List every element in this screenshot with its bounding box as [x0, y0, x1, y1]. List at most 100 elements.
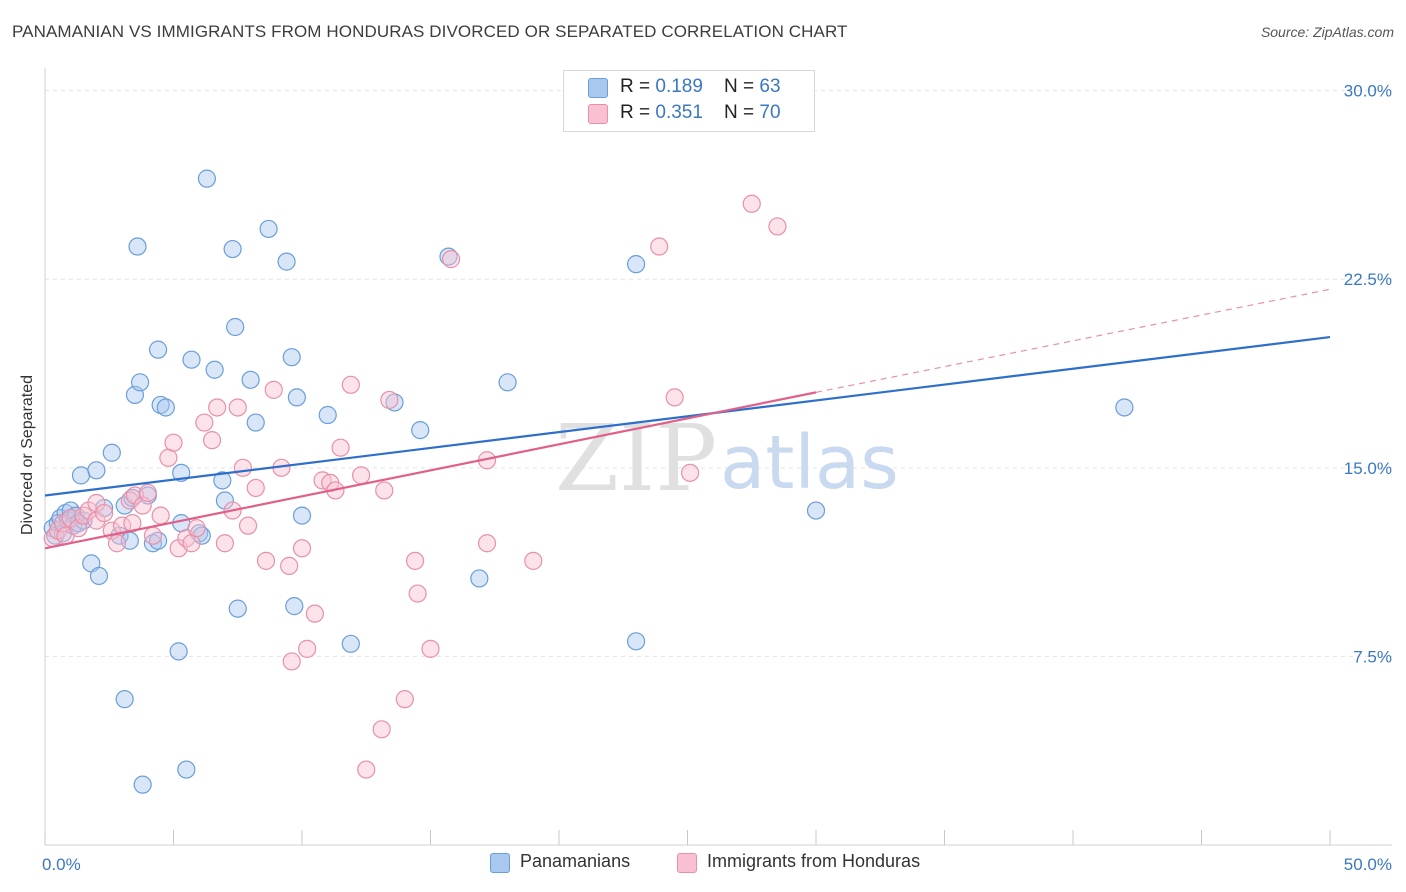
data-point[interactable]: [626, 255, 646, 274]
data-point[interactable]: [238, 516, 258, 535]
data-point[interactable]: [195, 413, 214, 432]
legend-r-label: R =: [620, 76, 656, 97]
data-point[interactable]: [298, 639, 317, 658]
data-point[interactable]: [95, 503, 114, 523]
data-point[interactable]: [246, 413, 265, 432]
data-point[interactable]: [87, 511, 106, 530]
data-point[interactable]: [1115, 398, 1134, 417]
data-point[interactable]: [380, 390, 399, 410]
data-point[interactable]: [650, 237, 669, 256]
data-point[interactable]: [375, 481, 394, 500]
data-point[interactable]: [241, 370, 260, 389]
data-point[interactable]: [208, 398, 227, 417]
data-point[interactable]: [79, 501, 98, 520]
data-point[interactable]: [133, 775, 152, 794]
data-point[interactable]: [205, 360, 224, 379]
data-point[interactable]: [282, 348, 301, 367]
data-point[interactable]: [498, 373, 517, 392]
data-point[interactable]: [202, 431, 222, 450]
data-point[interactable]: [477, 534, 497, 553]
data-point[interactable]: [264, 380, 283, 399]
data-point[interactable]: [177, 760, 196, 779]
legend-r-value: 0.351: [655, 102, 703, 123]
legend-swatch-pink: [588, 104, 608, 124]
data-point[interactable]: [280, 556, 299, 575]
data-point[interactable]: [187, 519, 206, 538]
data-point[interactable]: [215, 491, 234, 510]
data-point[interactable]: [331, 438, 350, 457]
data-point[interactable]: [130, 373, 150, 392]
data-point[interactable]: [408, 584, 427, 603]
data-point[interactable]: [352, 466, 371, 485]
data-point[interactable]: [213, 471, 232, 490]
data-point[interactable]: [246, 478, 265, 498]
data-point[interactable]: [470, 569, 489, 588]
data-point[interactable]: [439, 247, 458, 266]
data-point[interactable]: [318, 405, 337, 425]
data-point[interactable]: [169, 642, 188, 661]
data-point[interactable]: [223, 239, 242, 259]
data-point[interactable]: [197, 169, 217, 188]
data-point[interactable]: [115, 690, 134, 709]
data-point[interactable]: [372, 720, 391, 739]
data-point[interactable]: [172, 514, 191, 533]
data-point[interactable]: [156, 398, 175, 417]
data-point[interactable]: [287, 388, 306, 407]
data-point[interactable]: [259, 219, 278, 239]
legend-label: Immigrants from Honduras: [707, 851, 921, 871]
data-point[interactable]: [107, 534, 127, 553]
source-label: Source: ZipAtlas.com: [1260, 24, 1394, 40]
data-point[interactable]: [405, 551, 425, 570]
y-tick-label: 7.5%: [1353, 647, 1392, 666]
data-point[interactable]: [159, 448, 178, 467]
data-point[interactable]: [89, 566, 109, 586]
data-point[interactable]: [292, 506, 312, 525]
trend-line: [44, 391, 817, 550]
data-point[interactable]: [341, 375, 360, 394]
data-point[interactable]: [292, 539, 312, 558]
data-point[interactable]: [411, 420, 430, 440]
data-point[interactable]: [256, 551, 276, 570]
data-point[interactable]: [215, 534, 234, 553]
data-point[interactable]: [742, 194, 761, 213]
data-point[interactable]: [305, 604, 324, 623]
data-point[interactable]: [626, 632, 646, 651]
legend-swatch-blue: [490, 853, 510, 873]
data-point[interactable]: [164, 433, 183, 452]
data-point[interactable]: [357, 760, 376, 779]
data-point[interactable]: [228, 599, 247, 618]
data-point[interactable]: [87, 461, 106, 480]
data-point[interactable]: [226, 317, 245, 337]
data-point[interactable]: [228, 398, 247, 417]
legend-n-value: 63: [759, 76, 781, 97]
data-point[interactable]: [87, 493, 106, 513]
data-point[interactable]: [282, 652, 301, 671]
data-point[interactable]: [143, 534, 163, 553]
legend-label: Panamanians: [520, 851, 631, 871]
data-point[interactable]: [128, 237, 147, 256]
data-point[interactable]: [233, 458, 252, 477]
data-point[interactable]: [524, 551, 543, 570]
data-point[interactable]: [138, 483, 157, 503]
data-point[interactable]: [768, 217, 787, 236]
data-point[interactable]: [71, 466, 91, 485]
data-point[interactable]: [285, 597, 304, 616]
data-point[interactable]: [143, 526, 163, 545]
data-point[interactable]: [395, 690, 414, 709]
data-point[interactable]: [385, 393, 404, 412]
data-point[interactable]: [680, 463, 700, 482]
data-point[interactable]: [151, 506, 170, 525]
data-point[interactable]: [148, 340, 168, 359]
data-point[interactable]: [182, 534, 201, 553]
data-point[interactable]: [102, 443, 121, 462]
axes: [44, 68, 1392, 846]
data-point[interactable]: [341, 634, 360, 653]
data-point[interactable]: [421, 639, 440, 658]
data-point[interactable]: [182, 350, 201, 369]
data-point[interactable]: [441, 250, 461, 269]
data-point[interactable]: [148, 531, 168, 550]
data-point[interactable]: [806, 501, 826, 520]
data-point[interactable]: [665, 388, 684, 407]
data-point[interactable]: [151, 395, 170, 415]
data-point[interactable]: [277, 252, 296, 271]
